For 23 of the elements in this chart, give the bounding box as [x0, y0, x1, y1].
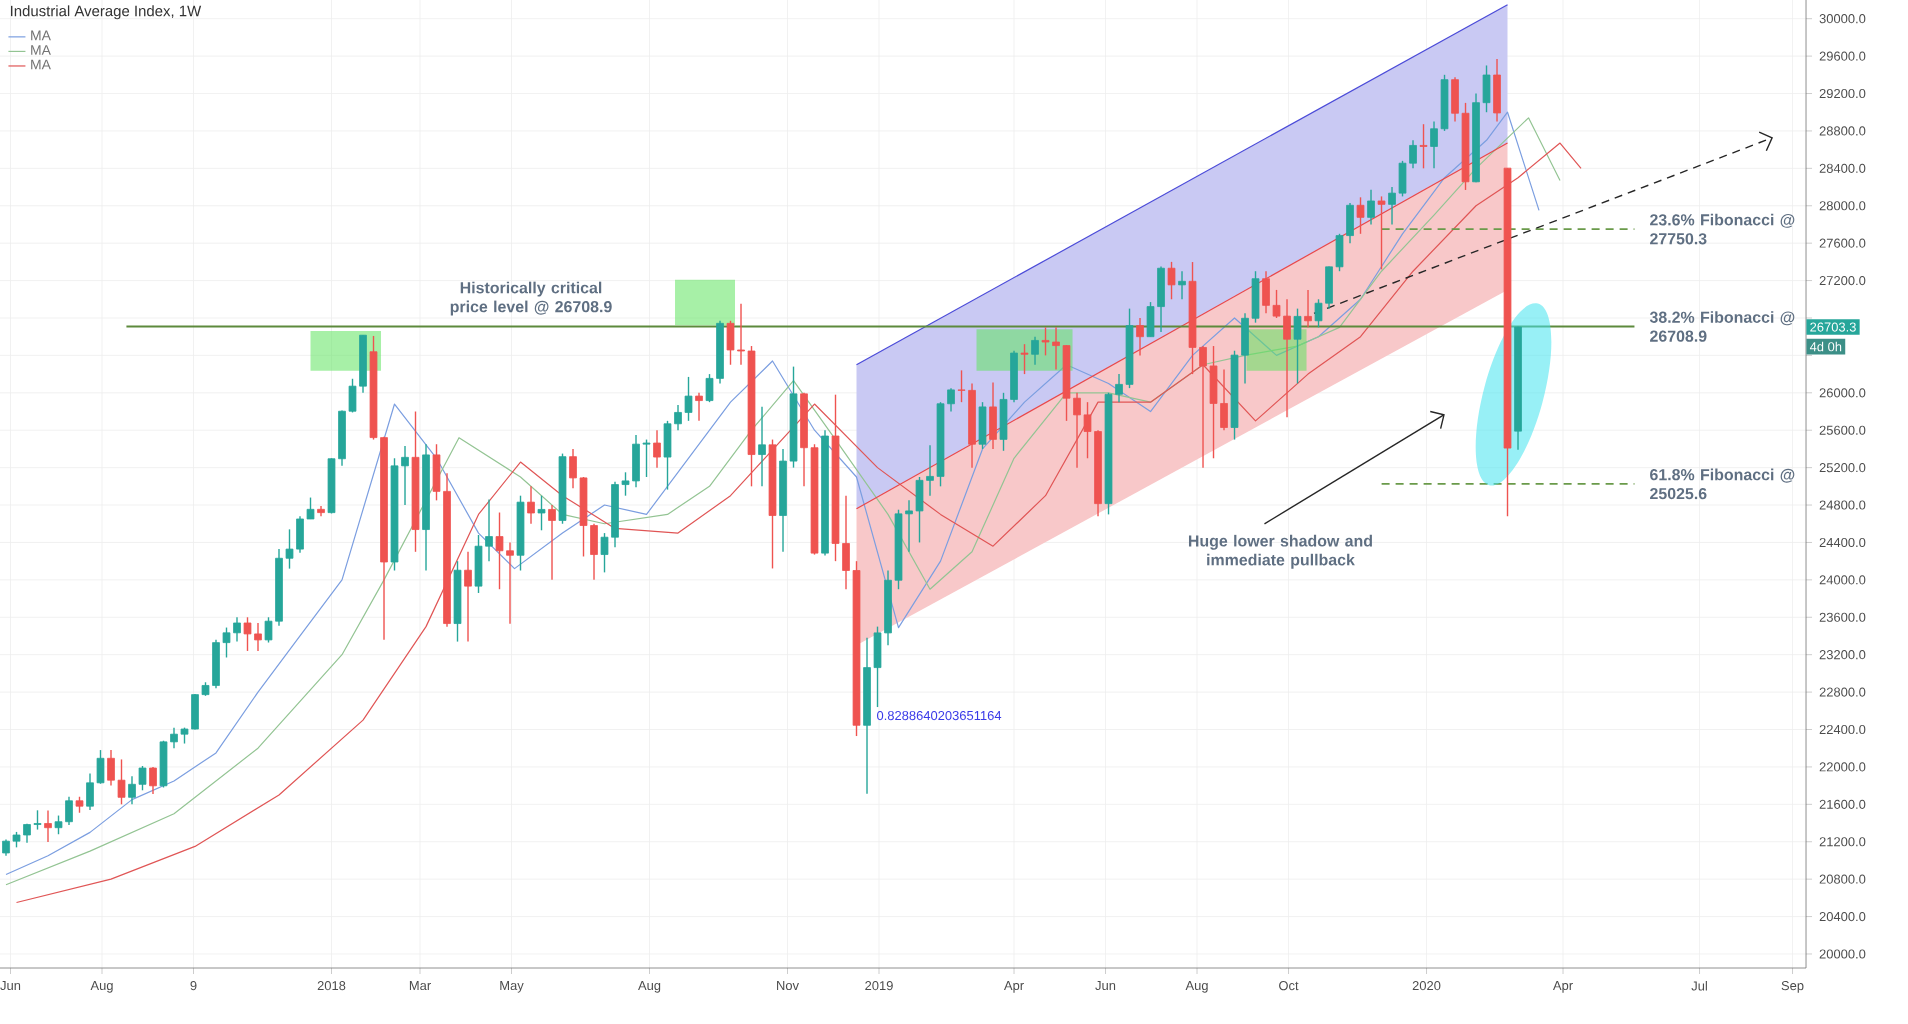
candlestick	[1031, 335, 1039, 366]
candlestick	[1367, 189, 1375, 226]
candlestick	[44, 809, 52, 843]
candlestick	[978, 401, 987, 450]
candlestick	[527, 485, 535, 525]
candlestick	[548, 504, 556, 581]
candlestick	[653, 429, 661, 469]
candlestick	[1178, 270, 1186, 300]
candlestick	[1136, 317, 1144, 357]
candlestick	[1020, 343, 1029, 375]
candlestick	[1167, 261, 1176, 300]
candlestick	[1419, 123, 1428, 170]
candlestick	[1293, 307, 1302, 385]
candlestick	[989, 381, 997, 450]
candlestick	[695, 392, 703, 422]
candlestick	[1356, 196, 1365, 235]
candlestick	[1377, 195, 1386, 271]
candlestick	[1493, 58, 1501, 123]
candlestick	[149, 766, 157, 795]
candlestick	[464, 551, 472, 643]
candlestick	[537, 494, 546, 531]
candlestick	[1304, 289, 1312, 329]
candlestick	[758, 406, 766, 488]
